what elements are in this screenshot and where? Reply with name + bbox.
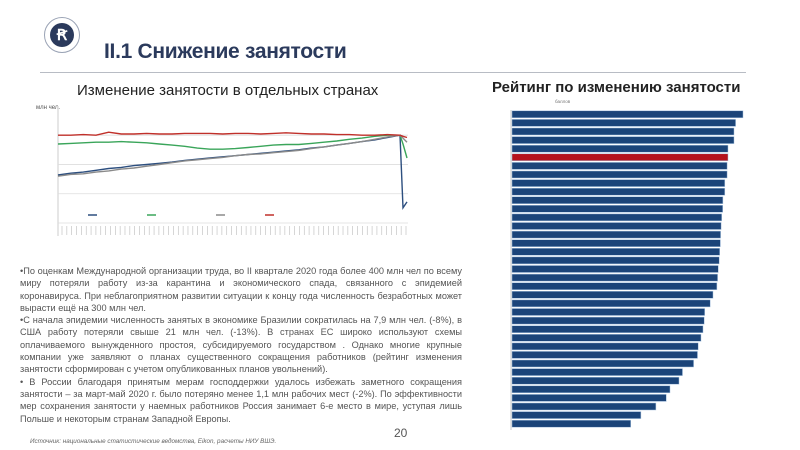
bar — [511, 119, 736, 127]
bar — [511, 291, 714, 299]
line-chart-title: Изменение занятости в отдельных странах — [77, 82, 379, 99]
bullet-1: •По оценкам Международной организации тр… — [20, 266, 462, 313]
series-line-2 — [57, 134, 408, 177]
bar — [511, 265, 719, 273]
bar — [511, 205, 723, 213]
page-number: 20 — [394, 426, 408, 440]
bar — [511, 308, 705, 316]
bar — [511, 376, 680, 385]
bar — [511, 230, 721, 239]
hse-logo: Ꞧ — [44, 17, 80, 53]
series-line-1 — [57, 134, 408, 159]
bar — [511, 136, 735, 144]
bar — [511, 299, 711, 308]
bar — [511, 368, 683, 376]
title-divider — [40, 72, 746, 73]
bar — [511, 325, 704, 333]
bar-chart-title: Рейтинг по изменению занятости — [492, 79, 741, 96]
bar — [511, 334, 702, 342]
bar — [511, 411, 642, 419]
source-note: Источник: национальные статистические ве… — [30, 438, 277, 445]
bar — [511, 196, 724, 204]
bar — [511, 402, 657, 411]
line-chart-ylabel: млн чел. — [36, 105, 61, 111]
bar — [511, 248, 720, 256]
bar — [511, 394, 667, 402]
bar — [511, 351, 698, 359]
bar — [511, 342, 699, 351]
bar — [511, 316, 705, 325]
bar — [511, 282, 718, 290]
bar — [511, 162, 728, 170]
bar — [511, 239, 721, 247]
bar — [511, 187, 726, 196]
bar — [511, 419, 631, 428]
series-line-3 — [58, 131, 408, 139]
bar — [511, 170, 728, 179]
body-text: •По оценкам Международной организации тр… — [20, 265, 462, 425]
bar — [511, 256, 720, 265]
bullet-2: •С начала эпидемии численность занятых в… — [20, 315, 462, 375]
bar — [511, 144, 729, 153]
bar — [511, 222, 722, 230]
bullet-3: • В России благодаря принятым мерам госп… — [20, 376, 462, 424]
bar — [511, 385, 671, 394]
bar-highlighted — [511, 153, 729, 162]
bar — [511, 273, 718, 282]
bar — [511, 110, 744, 119]
bar — [511, 179, 726, 187]
hse-logo-mark: Ꞧ — [50, 23, 74, 47]
bar — [511, 359, 694, 368]
bar — [511, 127, 735, 136]
bar-chart-unit-label: баллов — [555, 99, 571, 104]
bar — [511, 213, 722, 222]
page-title: II.1 Снижение занятости — [104, 40, 347, 63]
